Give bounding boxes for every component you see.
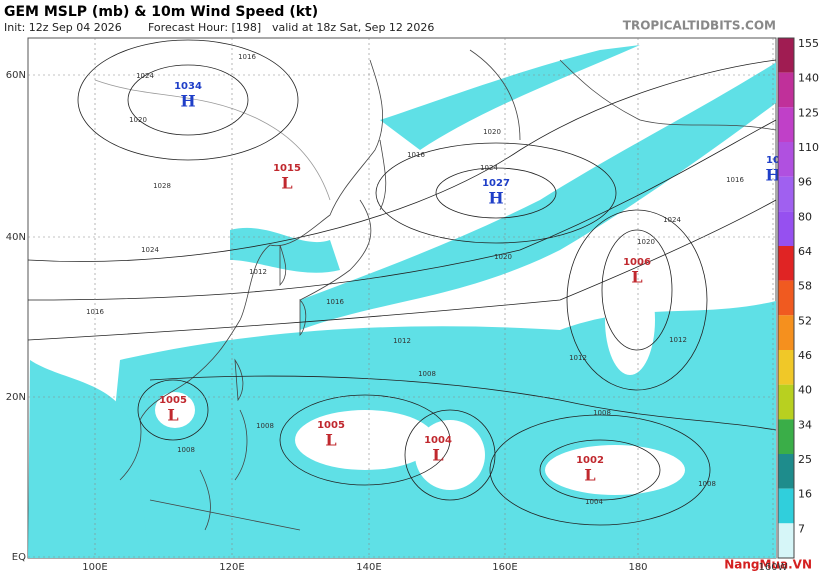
colorbar-segment <box>778 419 794 454</box>
lat-label: 20N <box>6 392 26 403</box>
colorbar-label: 40 <box>798 384 812 397</box>
colorbar-label: 96 <box>798 176 812 189</box>
isobar-label: 1024 <box>480 164 498 172</box>
isobar-label: 1012 <box>249 268 267 276</box>
isobar-label: 1024 <box>663 216 681 224</box>
lon-label: 160W <box>759 562 788 573</box>
init-time: Init: 12z Sep 04 2026 <box>4 21 122 34</box>
watermark: NangMua.VN <box>724 558 812 572</box>
title: GEM MSLP (mb) & 10m Wind Speed (kt) <box>4 4 318 20</box>
valid-time: valid at 18z Sat, Sep 12 2026 <box>272 21 434 34</box>
colorbar-label: 52 <box>798 314 812 327</box>
lon-label: 100E <box>82 562 107 573</box>
center-pressure: 1005 <box>159 395 187 406</box>
colorbar-segment <box>778 454 794 489</box>
coastlines <box>94 49 776 531</box>
colorbar-label: 16 <box>798 488 812 501</box>
isobar-label: 1008 <box>418 370 436 378</box>
colorbar-label: 25 <box>798 453 812 466</box>
colorbar-label: 64 <box>798 245 812 258</box>
center-pressure: 1004 <box>424 435 452 446</box>
colorbar-segment <box>778 72 794 108</box>
colorbar-segment <box>778 523 794 558</box>
center-pressure: 1027 <box>482 178 510 189</box>
forecast-hour: Forecast Hour: [198] <box>148 21 261 34</box>
colorbar-segment <box>778 315 794 350</box>
center-symbol: H <box>765 166 780 185</box>
lon-label: 140E <box>356 562 381 573</box>
colorbar-label: 125 <box>798 106 819 119</box>
colorbar-segment <box>778 488 794 524</box>
colorbar-segment <box>778 107 794 142</box>
isobar-label: 1012 <box>669 336 687 344</box>
colorbar-segment <box>778 38 794 73</box>
colorbar-label: 34 <box>798 418 812 431</box>
map-area: 1024 1016 1020 1028 1024 1016 1012 1020 1016 1024… <box>27 37 781 559</box>
colorbar-label: 155 <box>798 37 819 50</box>
isobars <box>28 39 776 526</box>
isobar-label: 1020 <box>494 253 512 261</box>
colorbar-label: 46 <box>798 349 812 362</box>
colorbar-segment <box>778 384 794 420</box>
isobar-label: 1012 <box>569 354 587 362</box>
isobar-label: 1020 <box>637 238 655 246</box>
lon-label: 180 <box>628 562 647 573</box>
isobar-label: 1016 <box>238 53 256 61</box>
center-symbol: L <box>631 268 642 287</box>
site-name: TROPICALTIDBITS.COM <box>623 19 776 33</box>
center-pressure: 1005 <box>317 420 345 431</box>
center-pressure: 10 <box>766 155 780 166</box>
colorbar-segment <box>778 246 794 281</box>
colorbar-segment <box>778 176 794 212</box>
colorbar-segment <box>778 350 794 385</box>
isobar-label: 1004 <box>585 498 603 506</box>
isobar-label: 1020 <box>483 128 501 136</box>
center-symbol: L <box>584 466 595 485</box>
colorbar-frame <box>777 37 795 559</box>
colorbar-label: 80 <box>798 210 812 223</box>
center-pressure: 1034 <box>174 81 202 92</box>
lat-label: EQ <box>12 552 26 563</box>
isobar-label: 1028 <box>153 182 171 190</box>
center-pressure: 1006 <box>623 257 651 268</box>
center-pressure: 1002 <box>576 455 604 466</box>
isobar-label: 1012 <box>393 337 411 345</box>
center-symbol: L <box>281 174 292 193</box>
wind-field <box>28 45 776 558</box>
isobar-label: 1008 <box>177 446 195 454</box>
center-symbol: L <box>167 406 178 425</box>
isobar-label: 1008 <box>698 480 716 488</box>
isobar-label: 1016 <box>407 151 425 159</box>
colorbar-label: 58 <box>798 280 812 293</box>
colorbar-label: 110 <box>798 141 819 154</box>
center-symbol: L <box>432 446 443 465</box>
lat-label: 60N <box>6 70 26 81</box>
lat-label: 40N <box>6 232 26 243</box>
isobar-label: 1024 <box>141 246 159 254</box>
center-symbol: L <box>325 431 336 450</box>
lon-label: 120E <box>219 562 244 573</box>
colorbar-label: 140 <box>798 72 819 85</box>
isobar-label: 1016 <box>86 308 104 316</box>
isobar-label: 1016 <box>326 298 344 306</box>
colorbar: 155 140 125 110 96 80 64 58 52 46 40 34 25 16 7 <box>777 37 819 559</box>
center-symbol: H <box>488 189 503 208</box>
isobar-label: 1024 <box>136 72 154 80</box>
isobar-label: 1020 <box>129 116 147 124</box>
colorbar-label: 7 <box>798 522 805 535</box>
isobar-labels: 1024 1016 1020 1028 1024 1016 1012 1020 1016 1024… <box>86 53 744 506</box>
center-pressure: 1015 <box>273 163 301 174</box>
isobar-label: 1008 <box>256 422 274 430</box>
center-symbol: H <box>180 92 195 111</box>
colorbar-segment <box>778 280 794 316</box>
graticule <box>28 38 776 558</box>
isobar-label: 1008 <box>593 409 611 417</box>
isobar-label: 1016 <box>726 176 744 184</box>
colorbar-segment <box>778 142 794 177</box>
lon-label: 160E <box>492 562 517 573</box>
colorbar-segment <box>778 211 794 246</box>
